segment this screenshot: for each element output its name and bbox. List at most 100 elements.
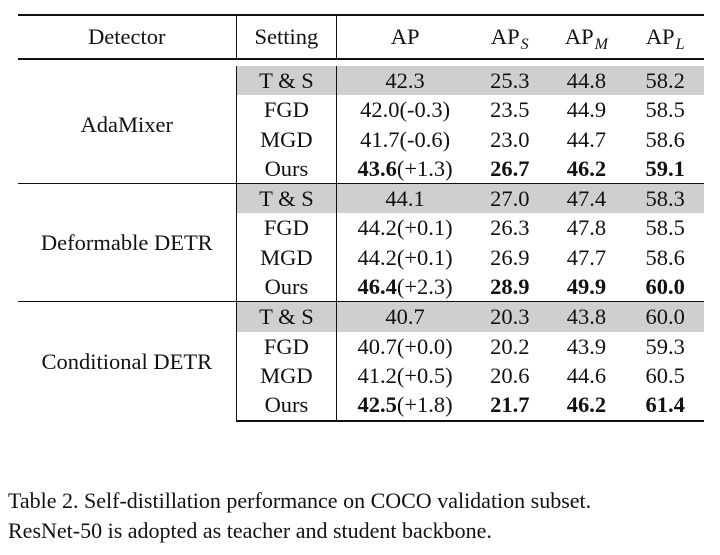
header-spacer bbox=[18, 59, 704, 66]
ap-large-cell: 58.6 bbox=[645, 126, 685, 152]
table-row: MGD 41.2(+0.5) 20.6 44.6 60.5 bbox=[18, 360, 704, 391]
ap-large-cell: 60.5 bbox=[645, 362, 685, 388]
ap-medium-cell: 47.7 bbox=[566, 244, 607, 270]
setting-cell: Ours bbox=[236, 272, 338, 302]
header-ap-medium: APM bbox=[547, 15, 627, 59]
ap-delta: (+0.0) bbox=[396, 333, 453, 359]
ap-cell: 42.0(-0.3) bbox=[337, 95, 473, 124]
ap-small-cell: 20.6 bbox=[490, 362, 530, 388]
ap-value: 40.7 bbox=[385, 304, 425, 330]
ap-value: 40.7 bbox=[357, 333, 397, 359]
ap-delta: (-0.3) bbox=[399, 97, 451, 123]
ap-cell: 43.6(+1.3) bbox=[337, 154, 473, 184]
ap-delta: (-0.6) bbox=[399, 126, 451, 152]
ap-delta: (+0.1) bbox=[396, 244, 453, 270]
ap-value: 42.3 bbox=[385, 68, 425, 93]
table-row: MGD 44.2(+0.1) 26.9 47.7 58.6 bbox=[18, 242, 704, 273]
ap-large-cell: 58.2 bbox=[626, 66, 704, 96]
header-setting: Setting bbox=[236, 15, 338, 59]
ap-small-cell: 27.0 bbox=[472, 183, 547, 214]
ap-delta: (+0.1) bbox=[396, 215, 453, 241]
ap-delta: (+0.5) bbox=[396, 362, 453, 388]
table-caption: Table 2. Self-distillation performance o… bbox=[8, 486, 714, 546]
results-table-container: Detector Setting AP APS APM APL AdaMixer… bbox=[18, 14, 704, 422]
ap-cell: 41.2(+0.5) bbox=[337, 361, 473, 390]
setting-cell: T & S bbox=[236, 66, 338, 96]
header-ap-large-label: AP bbox=[645, 24, 675, 49]
ap-small-cell: 20.2 bbox=[490, 333, 530, 359]
ap-large-cell: 58.3 bbox=[626, 183, 704, 214]
setting-cell: FGD bbox=[236, 213, 338, 243]
ap-small-cell: 21.7 bbox=[472, 390, 547, 422]
ap-cell: 40.7 bbox=[336, 301, 473, 332]
ap-medium-cell: 44.7 bbox=[566, 126, 607, 152]
header-ap-medium-label: AP bbox=[564, 24, 594, 49]
ap-medium-cell: 44.6 bbox=[566, 362, 607, 388]
table-row: Ours 43.6(+1.3) 26.7 46.2 59.1 bbox=[18, 153, 704, 184]
ap-small-cell: 25.3 bbox=[472, 66, 547, 96]
ap-value: 43.6 bbox=[357, 155, 397, 181]
caption-line-2: ResNet-50 is adopted as teacher and stud… bbox=[8, 518, 492, 543]
ap-delta: (+1.3) bbox=[396, 155, 453, 181]
ap-cell: 44.2(+0.1) bbox=[337, 213, 473, 242]
ap-medium-cell: 47.4 bbox=[546, 183, 627, 214]
ap-large-cell: 59.1 bbox=[645, 155, 685, 181]
ap-large-cell: 59.3 bbox=[645, 333, 685, 359]
ap-small-cell: 23.0 bbox=[490, 126, 530, 152]
ap-cell: 44.2(+0.1) bbox=[337, 243, 473, 272]
ap-small-cell: 20.3 bbox=[472, 301, 547, 332]
setting-cell: FGD bbox=[236, 331, 338, 361]
ap-medium-cell: 46.2 bbox=[566, 155, 607, 181]
caption-line-1: Table 2. Self-distillation performance o… bbox=[8, 488, 592, 513]
detector-name-cell: Deformable DETR bbox=[18, 183, 237, 302]
ap-medium-cell: 44.9 bbox=[566, 97, 607, 123]
ap-value: 44.1 bbox=[385, 186, 425, 212]
ap-small-cell: 23.5 bbox=[490, 97, 530, 123]
ap-delta: (+1.8) bbox=[396, 392, 453, 418]
setting-cell: T & S bbox=[236, 301, 338, 332]
detector-group: Conditional DETR T & S 40.7 20.3 43.8 60.0 FGD… bbox=[18, 301, 704, 422]
ap-value: 44.2 bbox=[357, 244, 397, 270]
header-ap-medium-subscript: M bbox=[594, 36, 608, 53]
ap-large-cell: 61.4 bbox=[626, 390, 704, 422]
header-detector: Detector bbox=[18, 15, 237, 59]
ap-value: 41.2 bbox=[357, 362, 397, 388]
ap-large-cell: 58.5 bbox=[645, 97, 685, 123]
ap-medium-cell: 44.8 bbox=[546, 66, 627, 96]
header-ap-small: APS bbox=[473, 15, 547, 59]
ap-value: 41.7 bbox=[360, 126, 400, 152]
detector-group: AdaMixer T & S 42.3 25.3 44.8 58.2 FGD 42.0(-0.… bbox=[18, 66, 704, 184]
table-row: MGD 41.7(-0.6) 23.0 44.7 58.6 bbox=[18, 124, 704, 154]
detector-name-cell: Conditional DETR bbox=[18, 301, 237, 421]
header-ap-large-subscript: L bbox=[675, 36, 685, 53]
ap-cell: 42.3 bbox=[336, 66, 473, 96]
ap-large-cell: 60.0 bbox=[626, 301, 704, 332]
setting-cell: MGD bbox=[236, 360, 338, 391]
header-ap: AP bbox=[390, 24, 420, 49]
ap-value: 42.0 bbox=[360, 97, 400, 123]
ap-medium-cell: 46.2 bbox=[546, 390, 627, 422]
table-header: Detector Setting AP APS APM APL bbox=[18, 15, 704, 59]
header-ap-small-label: AP bbox=[490, 24, 520, 49]
ap-cell: 41.7(-0.6) bbox=[337, 125, 473, 154]
table-row: AdaMixer T & S 42.3 25.3 44.8 58.2 bbox=[18, 66, 704, 184]
ap-medium-cell: 43.8 bbox=[546, 301, 627, 332]
table-row: FGD 42.0(-0.3) 23.5 44.9 58.5 bbox=[18, 95, 704, 125]
ap-cell: 46.4(+2.3) bbox=[337, 272, 473, 302]
ap-delta: (+2.3) bbox=[396, 274, 453, 300]
ap-large-cell: 58.6 bbox=[645, 244, 685, 270]
setting-cell: Ours bbox=[236, 153, 338, 184]
table-row: FGD 44.2(+0.1) 26.3 47.8 58.5 bbox=[18, 213, 704, 243]
header-ap-small-subscript: S bbox=[520, 36, 529, 53]
table-row: Deformable DETR T & S 44.1 27.0 47.4 58.3 bbox=[18, 183, 704, 302]
ap-large-cell: 58.5 bbox=[645, 215, 685, 241]
ap-cell: 42.5(+1.8) bbox=[336, 390, 473, 422]
table-row: Ours 42.5(+1.8) 21.7 46.2 61.4 bbox=[18, 390, 704, 422]
setting-cell: MGD bbox=[236, 242, 338, 273]
detector-group: Deformable DETR T & S 44.1 27.0 47.4 58.3 FGD 4… bbox=[18, 183, 704, 302]
header-row: Detector Setting AP APS APM APL bbox=[18, 15, 704, 59]
setting-cell: FGD bbox=[236, 95, 338, 125]
ap-medium-cell: 47.8 bbox=[566, 215, 607, 241]
setting-cell: Ours bbox=[236, 390, 338, 422]
ap-cell: 40.7(+0.0) bbox=[337, 332, 473, 361]
